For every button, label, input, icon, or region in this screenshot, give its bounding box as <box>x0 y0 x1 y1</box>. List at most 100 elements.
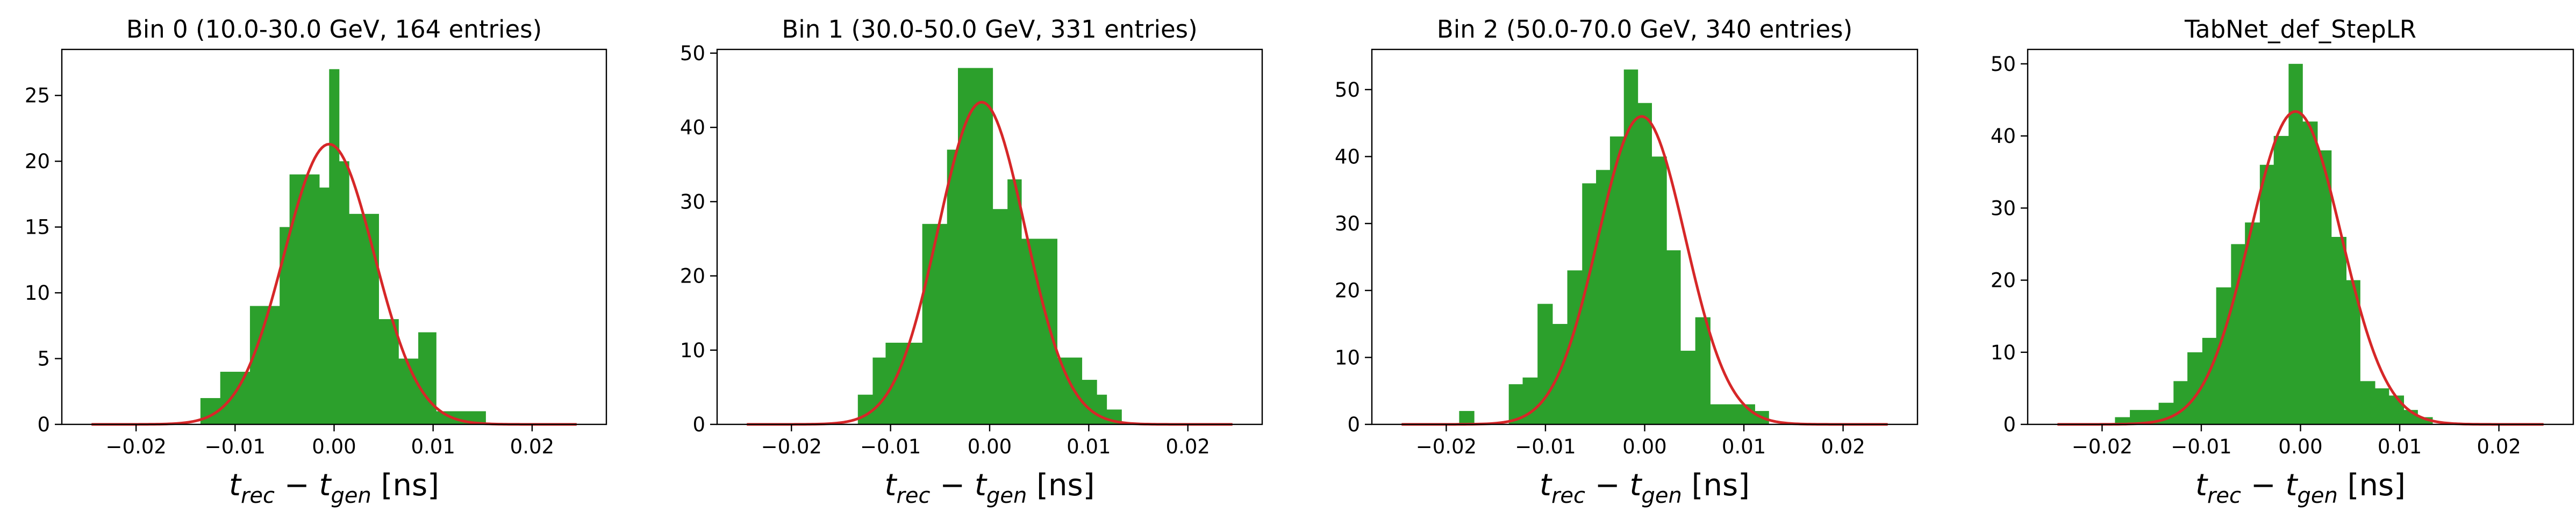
x-axis-label-part: [ns] <box>1027 468 1094 503</box>
histogram-bar <box>872 357 886 424</box>
y-tick-label: 15 <box>25 216 50 239</box>
y-tick-label: 0 <box>2003 413 2016 436</box>
y-tick-label: 10 <box>1335 346 1360 369</box>
histogram-bar <box>922 223 948 424</box>
y-tick-label: 40 <box>1335 145 1360 168</box>
x-axis-label-part: t <box>229 468 242 503</box>
histogram-bar <box>1651 156 1667 424</box>
histogram-bar <box>1522 377 1538 424</box>
chart-title: Bin 2 (50.0-70.0 GeV, 340 entries) <box>1437 15 1852 44</box>
x-tick-label: 0.00 <box>1622 435 1666 458</box>
histogram-bar <box>2388 395 2405 424</box>
y-tick-label: 10 <box>25 281 50 305</box>
x-tick-label: 0.01 <box>1067 435 1111 458</box>
x-axis-label-part: t <box>1540 468 1552 503</box>
x-axis-label-part: − <box>930 468 975 503</box>
histogram-bar <box>1596 170 1611 424</box>
histogram-bar <box>1695 317 1711 424</box>
x-axis-label-part: t <box>975 468 988 503</box>
x-axis-label-part: t <box>2195 468 2208 503</box>
x-tick-label: −0.02 <box>2072 435 2133 458</box>
histogram-bar <box>319 187 330 424</box>
x-axis-label-part: gen <box>2297 483 2337 508</box>
x-axis-label-part: − <box>1585 468 1630 503</box>
histogram-bar <box>280 227 290 424</box>
x-axis-label-part: t <box>884 468 897 503</box>
x-axis-label-part: gen <box>331 483 371 508</box>
x-tick-label: 0.02 <box>1821 435 1865 458</box>
histogram-bar <box>1666 250 1681 424</box>
y-tick-label: 0 <box>37 413 50 436</box>
x-axis-label-part: gen <box>1641 483 1681 508</box>
y-tick-label: 30 <box>1335 212 1360 235</box>
histogram-bar <box>2331 237 2346 424</box>
y-tick-label: 0 <box>692 413 705 436</box>
x-axis-label: trec − tgen [ns] <box>229 468 439 508</box>
histogram-bar <box>339 161 349 424</box>
histogram-bar <box>2273 136 2289 425</box>
histogram-bar <box>1680 350 1696 424</box>
x-axis-label-part: − <box>2241 468 2286 503</box>
histogram-bar <box>897 342 923 424</box>
chart-panel: −0.02 −0.01 0.00 0.01 0.02 0 10 20 30 40 50 Bin 2 (… <box>1335 15 1919 508</box>
histogram-bar <box>2317 150 2332 424</box>
y-tick-label: 5 <box>37 348 50 371</box>
histogram-bar <box>947 149 958 424</box>
x-axis-label-part: rec <box>1551 483 1585 508</box>
histogram-bar <box>2173 381 2188 424</box>
y-tick-label: 0 <box>1347 413 1360 436</box>
y-tick-label: 50 <box>1991 53 2016 76</box>
y-tick-label: 10 <box>680 339 705 362</box>
x-axis-label: trec − tgen [ns] <box>1540 468 1750 508</box>
x-tick-label: 0.02 <box>2477 435 2521 458</box>
histogram-bar <box>378 319 399 424</box>
histogram-bar <box>2245 222 2260 424</box>
x-tick-label: 0.02 <box>510 435 554 458</box>
histogram-bar <box>1021 239 1057 424</box>
histogram-bar <box>2259 164 2274 424</box>
histogram-bar <box>1537 304 1553 424</box>
histogram-bar <box>1459 411 1475 424</box>
histogram-bar <box>971 68 993 425</box>
histogram-bar <box>2374 388 2389 424</box>
chart-title: Bin 0 (10.0-30.0 GeV, 164 entries) <box>126 15 542 44</box>
x-axis-label-part: t <box>1630 468 1643 503</box>
x-tick-label: −0.01 <box>860 435 921 458</box>
histogram-bar <box>289 174 320 424</box>
histogram-bar <box>2216 287 2231 424</box>
y-tick-label: 20 <box>1991 269 2016 292</box>
x-tick-label: −0.01 <box>1515 435 1576 458</box>
y-tick-label: 25 <box>25 84 50 107</box>
x-tick-label: 0.01 <box>411 435 455 458</box>
chart-title: Bin 1 (30.0-50.0 GeV, 331 entries) <box>782 15 1197 44</box>
x-tick-label: 0.00 <box>968 435 1012 458</box>
x-tick-label: −0.01 <box>205 435 266 458</box>
y-tick-label: 30 <box>680 190 705 213</box>
x-tick-label: −0.02 <box>1416 435 1477 458</box>
x-tick-label: 0.00 <box>2278 435 2322 458</box>
x-tick-label: −0.01 <box>2171 435 2231 458</box>
histogram-bar <box>2302 121 2318 424</box>
histogram-bar <box>2115 417 2130 424</box>
x-axis-label-part: gen <box>986 483 1027 508</box>
x-axis-label-part: rec <box>241 483 275 508</box>
x-axis-label-part: [ns] <box>2338 468 2406 503</box>
x-tick-label: −0.02 <box>761 435 822 458</box>
histogram-bar <box>1623 69 1638 425</box>
x-axis-label-part: [ns] <box>371 468 439 503</box>
x-axis-label-part: t <box>319 468 332 503</box>
histogram-bar <box>1609 136 1625 425</box>
chart-panel: −0.02 −0.01 0.00 0.01 0.02 0 10 20 30 40 50 TabNet_… <box>1991 15 2574 508</box>
x-axis-label-part: [ns] <box>1682 468 1750 503</box>
y-tick-label: 50 <box>1335 78 1360 102</box>
histogram-bar <box>992 209 1008 424</box>
chart-panel: −0.02 −0.01 0.00 0.01 0.02 0 10 20 30 40 50 Bin 1 (… <box>680 15 1263 508</box>
x-tick-label: 0.01 <box>2378 435 2422 458</box>
histogram-bar <box>857 394 874 424</box>
x-axis-label-part: rec <box>896 483 930 508</box>
x-tick-label: −0.02 <box>105 435 166 458</box>
x-axis-label-part: rec <box>2207 483 2241 508</box>
histogram-bar <box>1637 103 1652 424</box>
chart-title: TabNet_def_StepLR <box>2184 15 2416 44</box>
